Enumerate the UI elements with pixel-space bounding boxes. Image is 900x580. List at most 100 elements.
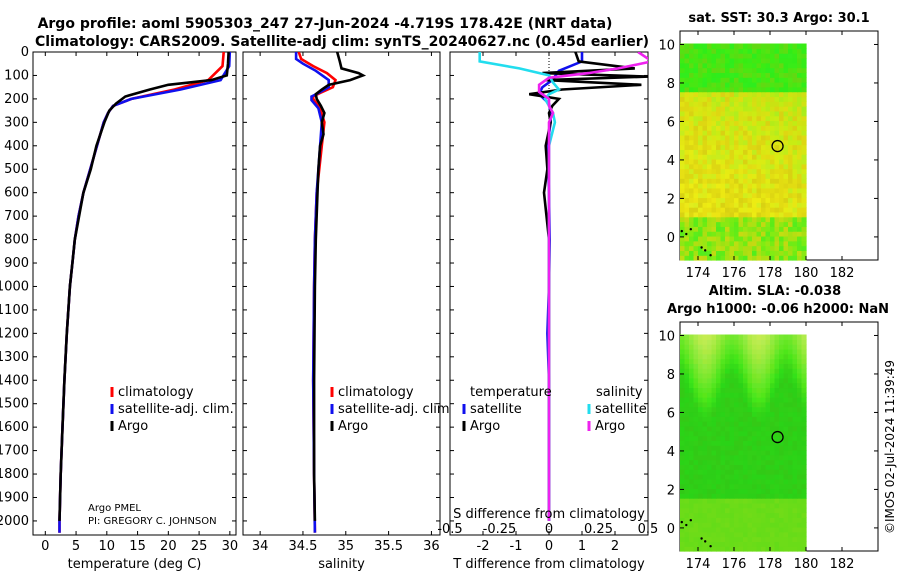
sla_map-cell <box>756 493 762 499</box>
sst_map-cell <box>743 178 749 184</box>
sst_map-cell <box>756 168 762 174</box>
sla_map-cell <box>797 358 803 364</box>
sla_map-cell <box>729 421 735 427</box>
sla_map-cell <box>779 445 785 451</box>
sla_map-cell <box>729 483 735 490</box>
sst_map-cell <box>783 154 789 160</box>
sst_map-cell <box>698 106 704 112</box>
sla_map-cell <box>783 406 789 413</box>
sla_map-cell <box>770 464 776 470</box>
sst_map-cell <box>720 77 726 83</box>
sla_map-cell <box>693 546 699 552</box>
sst_map-cell <box>738 77 744 83</box>
sst_map-cell <box>788 125 794 131</box>
sla_map-cell <box>711 387 717 393</box>
sla_map-cell <box>752 454 758 461</box>
sst_map-cell <box>702 173 708 179</box>
sla_map-cell <box>779 348 785 355</box>
sla_map-cell <box>680 464 686 470</box>
sla_map-xtick-label: 180 <box>794 557 819 572</box>
sla_map-cell <box>743 373 749 379</box>
sla_map-cell <box>693 522 699 528</box>
sla_map-cell <box>756 512 762 518</box>
sla_map-cell <box>788 397 794 403</box>
sst_map-cell <box>689 197 695 203</box>
sla_map-cell <box>680 474 686 480</box>
sla_map-cell <box>693 469 699 475</box>
sla_map-cell <box>734 454 740 461</box>
sla_map-cell <box>738 493 744 499</box>
sla_map-cell <box>801 483 807 490</box>
sst_map-cell <box>716 235 722 242</box>
sla_map-cell <box>801 435 807 441</box>
sst_map-cell <box>801 240 807 247</box>
sla_map-cell <box>792 454 798 461</box>
sst_map-cell <box>729 154 735 160</box>
sla_map-cell <box>693 449 699 456</box>
sla_map-cell <box>734 493 740 499</box>
sst_map-cell <box>761 183 767 189</box>
sla_map-cell <box>720 449 726 456</box>
sst_map-cell <box>738 48 744 54</box>
sst_map-cell <box>707 72 713 78</box>
sst_map-cell <box>747 221 753 227</box>
sst_map-cell <box>738 43 744 49</box>
sla_map-cell <box>756 536 762 542</box>
sla_map-cell <box>707 454 713 461</box>
sst_map-cell <box>738 154 744 160</box>
sla_map-cell <box>756 363 762 369</box>
sla_map-cell <box>797 382 803 389</box>
sst_map-cell <box>783 178 789 184</box>
sst_map-cell <box>689 250 695 256</box>
sla_map-cell <box>738 522 744 528</box>
sla_map-cell <box>761 526 767 533</box>
sla_map-cell <box>689 373 695 379</box>
sst_map-cell <box>797 216 803 223</box>
sla_map-cell <box>801 363 807 369</box>
sla_map-cell <box>774 488 780 494</box>
sst_map-cell <box>716 57 722 64</box>
sla_map-cell <box>729 478 735 485</box>
sla_map-cell <box>702 348 708 355</box>
sla_map-cell <box>689 421 695 427</box>
sst_map-cell <box>716 221 722 227</box>
sla_map-cell <box>684 387 690 393</box>
sst_map-cell <box>770 106 776 112</box>
sla_map-cell <box>770 382 776 389</box>
sla_map-cell <box>689 334 695 340</box>
sla_map-cell <box>801 382 807 389</box>
sla_map-cell <box>770 339 776 345</box>
sst_map-cell <box>693 183 699 189</box>
sst_map-cell <box>707 125 713 131</box>
sst_map-cell <box>702 125 708 131</box>
sst_map-cell <box>702 144 708 150</box>
sla_map-cell <box>738 344 744 350</box>
sla_map-cell <box>729 498 735 504</box>
sst_map-cell <box>747 115 753 122</box>
sst_map-cell <box>779 178 785 184</box>
sst_map-cell <box>770 202 776 208</box>
sst_map-cell <box>729 62 735 69</box>
sla_map-cell <box>738 502 744 509</box>
sla_map-cell <box>716 507 722 514</box>
sla_map-cell <box>779 493 785 499</box>
sst_map-cell <box>779 197 785 203</box>
sst_map-cell <box>693 110 699 117</box>
sla_map-cell <box>783 469 789 475</box>
sst_map-cell <box>738 72 744 78</box>
sst_map-cell <box>797 192 803 199</box>
sst_map-cell <box>684 178 690 184</box>
sst_map-cell <box>725 216 731 223</box>
sla_map-cell <box>801 421 807 427</box>
sla_map-cell <box>711 440 717 446</box>
sla_map-cell <box>752 512 758 518</box>
sst_map-cell <box>765 53 771 59</box>
sst_map-cell <box>711 158 717 165</box>
sst_map-cell <box>734 43 740 49</box>
sla_map-cell <box>716 478 722 485</box>
sla_map-cell <box>779 387 785 393</box>
sst_map-cell <box>702 96 708 102</box>
sst_map-cell <box>779 48 785 54</box>
sla_map-cell <box>702 445 708 451</box>
sla_map-cell <box>752 507 758 514</box>
